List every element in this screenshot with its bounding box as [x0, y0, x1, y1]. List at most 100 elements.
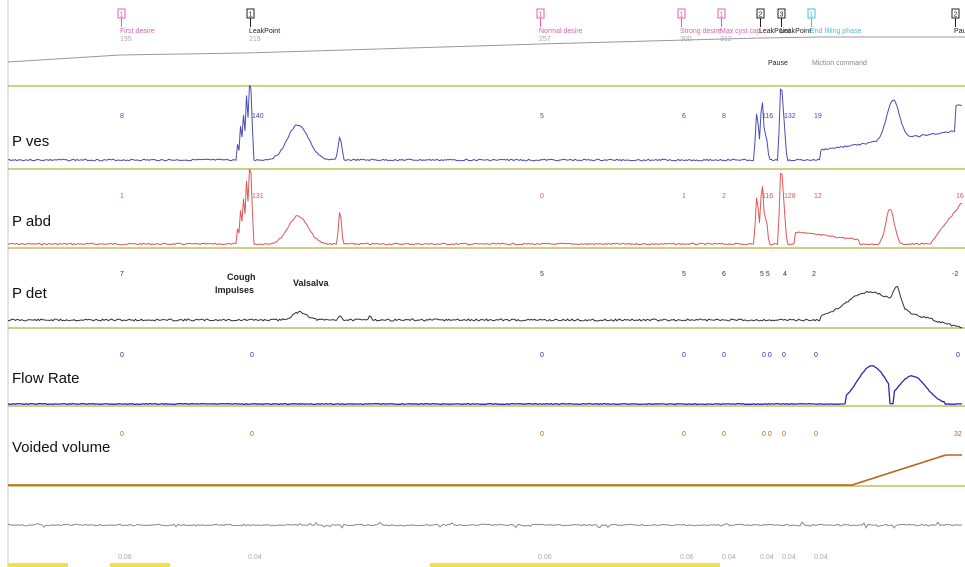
p-abd-trace [7, 168, 963, 246]
event-marker: 1 End filling phase [807, 8, 861, 35]
event-marker: 2 Pause [951, 8, 965, 35]
infused-volume-line [7, 36, 965, 63]
channel-marker-value: 0 [682, 352, 686, 359]
channel-marker-value: 5 5 [760, 271, 770, 278]
label-p-ves: P ves [12, 133, 49, 150]
channel-marker-value: 132 [784, 113, 796, 120]
bottom-bar-2 [110, 563, 170, 567]
event-number: 1 [680, 12, 684, 19]
event-label: Pause [954, 28, 965, 35]
channel-marker-value: 6 [682, 113, 686, 120]
event-extra-label: Miction command [812, 60, 867, 67]
p-det-trace [7, 286, 963, 329]
channel-marker-value: 4 [783, 271, 787, 278]
channel-marker-value: 5 [682, 271, 686, 278]
bottom-bar-1 [8, 563, 68, 567]
channel-marker-value: 16 [956, 193, 964, 200]
event-value: 300 [680, 36, 692, 43]
channel-marker-value: 0 [722, 352, 726, 359]
channel-marker-value: 6 [722, 271, 726, 278]
bottom-value: 0.04 [814, 554, 828, 561]
bottom-value: 0.04 [760, 554, 774, 561]
channel-marker-value: -2 [952, 271, 958, 278]
channel-marker-value: 2 [812, 271, 816, 278]
channel-marker-value: 0 [120, 431, 124, 438]
event-label: LeakPoint [249, 28, 280, 35]
event-value: 257 [539, 36, 551, 43]
channel-marker-value: 0 0 [762, 431, 772, 438]
channel-marker-value: 0 [814, 431, 818, 438]
bottom-value: 0.04 [722, 554, 736, 561]
label-p-det: P det [12, 285, 48, 302]
event-number: 1 [249, 12, 253, 19]
channel-marker-value: 8 [722, 113, 726, 120]
channel-marker-value: 0 [782, 352, 786, 359]
channel-marker-value: 1 [682, 193, 686, 200]
channel-marker-value: 5 [540, 113, 544, 120]
channel-marker-value: 2 [722, 193, 726, 200]
flow-rate-trace [7, 365, 962, 406]
annotation-cough: Cough Impulses [215, 272, 258, 295]
event-marker: 3 LeakPoint [777, 8, 811, 35]
event-number: 3 [780, 12, 784, 19]
channel-marker-value: 140 [252, 113, 264, 120]
annotation-cough-line2: Impulses [215, 285, 254, 295]
event-number: 1 [120, 12, 124, 19]
event-number: 2 [759, 12, 763, 19]
annotation-cough-line1: Cough [227, 272, 256, 282]
channel-marker-value: 1 [120, 193, 124, 200]
channel-marker-value: 0 [956, 352, 960, 359]
event-label: LeakPoint [759, 28, 790, 35]
event-value: 312 [720, 36, 732, 43]
channel-marker-value: 0 [250, 431, 254, 438]
channel-marker-value: 0 [682, 431, 686, 438]
channel-baselines [8, 168, 965, 487]
channel-marker-value: 131 [252, 193, 264, 200]
channel-marker-value: 0 [540, 431, 544, 438]
channel-marker-value: 8 [120, 113, 124, 120]
emg-trace [7, 521, 962, 529]
channel-marker-value: 0 [120, 352, 124, 359]
event-label: LeakPoint [780, 28, 811, 35]
channel-marker-value: 128 [784, 193, 796, 200]
channel-marker-value: 7 [120, 271, 124, 278]
channel-marker-value: 0 [722, 431, 726, 438]
channel-marker-value: 5 [540, 271, 544, 278]
event-label: Max cyst cap [720, 28, 761, 35]
channel-marker-value: 32 [954, 431, 962, 438]
voided-volume-trace [8, 454, 962, 486]
event-label: End filling phase [810, 28, 861, 35]
event-label: Strong desire [680, 28, 722, 35]
channel-marker-value: 0 [250, 352, 254, 359]
event-extra-label: Pause [768, 60, 788, 67]
event-marker: 2 LeakPoint [756, 8, 790, 35]
bottom-value: 0.06 [680, 554, 694, 561]
event-number: 1 [810, 12, 814, 19]
event-label: Normal desire [539, 28, 583, 35]
channel-marker-value: 116 [762, 193, 773, 200]
channel-marker-value: 0 [814, 352, 818, 359]
p-ves-trace [7, 84, 963, 162]
bottom-value: 0.04 [248, 554, 262, 561]
bottom-value: 0.06 [118, 554, 132, 561]
channel-marker-value: 12 [814, 193, 822, 200]
channel-marker-value: 0 0 [762, 352, 772, 359]
bottom-bar-3 [430, 563, 720, 567]
bottom-value: 0.06 [538, 554, 552, 561]
channel-marker-value: 0 [540, 193, 544, 200]
channel-marker-value: 0 [782, 431, 786, 438]
event-value: 195 [120, 36, 132, 43]
event-number: 1 [539, 12, 543, 19]
channel-marker-value: 116 [762, 113, 773, 120]
label-p-abd: P abd [12, 213, 51, 230]
event-number: 1 [720, 12, 724, 19]
